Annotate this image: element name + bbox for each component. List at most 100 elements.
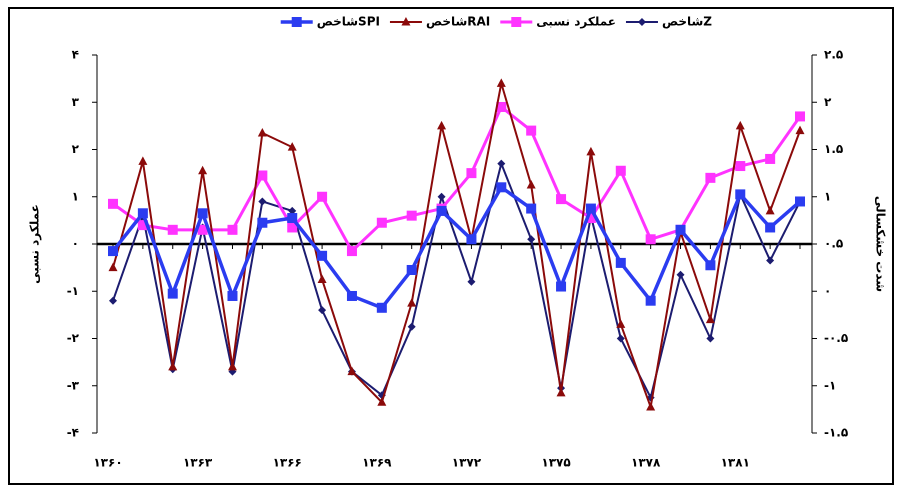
data-point — [108, 246, 118, 257]
x-tick-label: ۱۳۶۶ — [273, 456, 302, 470]
y-tick-label: -۱ — [67, 284, 79, 298]
data-point — [795, 111, 806, 122]
chart-frame — [8, 7, 894, 485]
x-tick-label: ۱۳۶۹ — [362, 456, 392, 470]
data-point — [288, 206, 297, 215]
data-point — [138, 156, 148, 165]
data-point — [109, 296, 117, 305]
y-tick-label: -۳ — [67, 378, 80, 392]
data-point — [406, 210, 417, 221]
data-point — [735, 189, 746, 200]
data-point — [317, 191, 328, 202]
data-point — [496, 182, 507, 193]
x-tick-label: ۱۳۷۸ — [631, 456, 661, 470]
data-point — [676, 270, 685, 279]
data-point — [675, 224, 686, 235]
legend-marker — [637, 18, 646, 26]
legend-label: شاخصSPI — [317, 15, 380, 29]
legend-marker — [291, 17, 302, 27]
y2-tick-label: ۰.۵ — [824, 237, 843, 251]
data-point — [376, 302, 387, 313]
data-point — [526, 179, 536, 189]
series-line — [112, 160, 801, 401]
y2-tick-label: -۱ — [824, 378, 836, 392]
x-tick-label: ۱۳۷۵ — [541, 456, 570, 470]
data-point — [287, 142, 297, 151]
y2-tick-label: ۰ — [824, 284, 831, 298]
data-point — [198, 165, 208, 175]
data-point — [287, 213, 298, 224]
y-tick-label: ۴ — [72, 48, 79, 62]
data-point — [556, 281, 567, 292]
y-tick-label: -۴ — [67, 426, 79, 440]
legend-label: شاخصRAI — [426, 15, 490, 29]
data-point — [167, 288, 178, 299]
x-tick-label: ۱۳۸۱ — [721, 456, 750, 470]
data-point — [527, 235, 536, 244]
data-point — [287, 222, 298, 233]
data-point — [257, 127, 267, 137]
data-point — [436, 205, 447, 216]
data-point — [257, 170, 268, 181]
data-point — [795, 125, 805, 135]
data-point — [137, 220, 148, 231]
data-point — [615, 257, 626, 268]
data-point — [406, 264, 417, 275]
legend-label: شاخصZ — [662, 15, 712, 29]
data-point — [137, 208, 148, 219]
data-point — [645, 295, 656, 306]
legend-marker — [401, 17, 411, 26]
data-point — [526, 203, 537, 214]
data-point — [616, 319, 626, 328]
data-point — [347, 366, 357, 376]
legend-marker — [511, 17, 522, 27]
data-point — [467, 277, 476, 286]
data-point — [705, 260, 716, 271]
series-line — [112, 83, 801, 411]
data-point — [645, 234, 656, 245]
y-tick-label: -۲ — [67, 331, 80, 345]
y2-axis-label: شدت خشکسالی — [874, 196, 888, 292]
data-point — [765, 153, 776, 164]
data-point — [585, 213, 596, 224]
data-point — [407, 322, 416, 331]
data-point — [167, 224, 178, 235]
data-point — [586, 146, 596, 156]
data-point — [346, 290, 357, 301]
series-line — [111, 184, 802, 310]
y2-tick-label: ۱ — [824, 189, 831, 203]
data-point — [257, 217, 268, 228]
data-point — [705, 172, 716, 183]
data-point — [765, 205, 775, 215]
data-point — [407, 298, 417, 307]
y2-tick-label: ۱.۵ — [824, 142, 843, 156]
data-point — [646, 402, 656, 411]
data-point — [735, 120, 745, 130]
data-point — [706, 334, 715, 343]
data-point — [227, 224, 238, 235]
data-point — [795, 196, 806, 207]
data-point — [466, 168, 477, 179]
data-point — [496, 101, 507, 112]
data-point — [227, 290, 238, 301]
data-point — [317, 250, 328, 261]
data-point — [705, 314, 715, 324]
data-point — [766, 256, 775, 265]
data-point — [258, 197, 267, 206]
data-point — [615, 165, 626, 176]
data-point — [556, 194, 567, 205]
data-point — [437, 120, 447, 130]
y2-tick-label: -۱.۵ — [824, 426, 848, 440]
data-point — [437, 192, 446, 201]
y-axis-label: عملکرد نسبی — [28, 204, 42, 284]
legend-label: عملکرد نسبی — [536, 15, 616, 29]
data-point — [497, 159, 506, 168]
data-point — [168, 361, 178, 371]
y2-tick-label: -۰.۵ — [824, 331, 848, 345]
data-point — [108, 198, 118, 209]
data-point — [346, 246, 357, 257]
data-point — [108, 262, 118, 272]
y-tick-label: ۳ — [72, 95, 80, 109]
data-point — [317, 274, 327, 283]
